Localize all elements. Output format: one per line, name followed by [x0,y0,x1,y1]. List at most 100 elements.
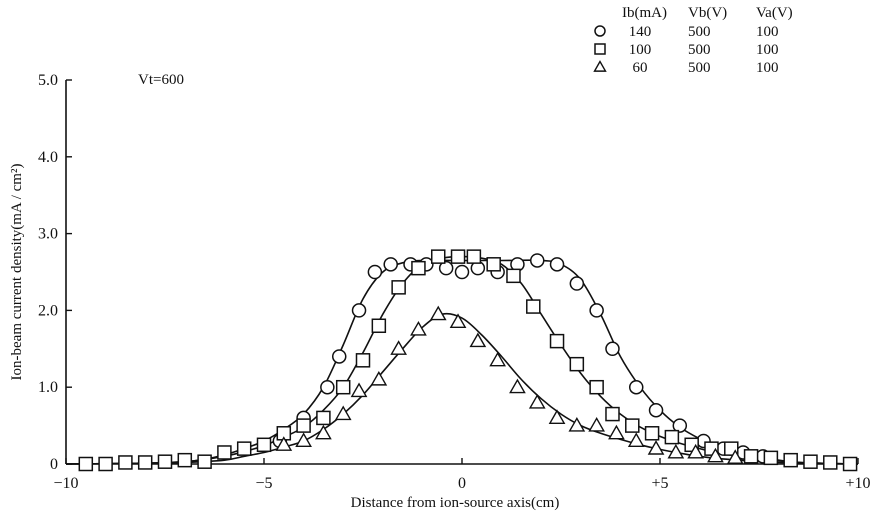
triangle-series-curve [65,312,859,465]
square-data-point [236,441,252,456]
triangle-data-point [295,432,312,448]
circle-data-point [605,341,620,357]
circle-data-point [648,402,664,418]
x-tick-label: 0 [458,475,466,492]
circle-data-point [320,379,335,395]
triangle-data-point [334,405,352,421]
triangle-data-point [608,424,625,440]
y-tick-label: 2.0 [38,302,58,319]
square-data-point [743,449,759,464]
circle-data-point [383,257,398,272]
circle-data-point [331,349,347,364]
triangle-data-point [509,378,526,394]
square-data-point [98,456,113,472]
fit-curves [65,255,859,465]
square-data-point [823,455,838,470]
legend-square-icon [594,43,606,55]
legend-header-ib: Ib(mA) [622,5,667,21]
square-data-point [78,456,94,472]
triangle-data-point [528,393,546,409]
triangle-data-point [350,382,368,398]
square-data-point [157,454,173,469]
triangle-data-point [410,321,427,336]
circle-data-point [589,303,604,318]
circle-data-point [367,264,383,280]
square-data-point [177,452,193,468]
legend-header-vb: Vb(V) [688,5,727,21]
triangle-data-point [449,313,467,328]
triangle-data-point [489,351,506,367]
triangle-data-point [429,305,447,321]
triangle-data-point [627,432,645,448]
square-data-point [644,426,660,441]
x-tick-label: −5 [255,475,272,492]
square-series-curve [65,255,859,465]
circle-data-point [529,253,545,268]
square-data-point [391,280,406,295]
square-data-point [371,318,387,334]
legend-circle-icon [594,25,606,37]
triangle-data-point [370,370,388,386]
square-data-point [803,454,818,469]
circle-data-point [454,264,470,280]
square-data-point [569,356,585,372]
triangle-data-point [667,443,685,459]
triangle-data-point [726,449,744,464]
legend-va-value: 100 [756,42,779,58]
square-data-point [316,410,331,426]
x-axis-label: Distance from ion-source axis(cm) [351,495,560,511]
legend-va-value: 100 [756,60,779,76]
square-data-point [137,455,153,470]
square-data-point [605,406,620,422]
vt-annotation: Vt=600 [138,72,184,88]
square-data-point [589,379,604,395]
square-data-point [783,452,798,468]
square-data-point [430,249,446,264]
legend-header-va: Va(V) [756,5,793,21]
square-data-point [296,418,311,433]
triangle-data-point [687,443,704,459]
circle-data-point [672,418,688,433]
y-axis-label: Ion-beam current density(mA / cm²) [9,164,25,381]
y-tick-label: 5.0 [38,72,58,89]
triangle-data-point [469,332,487,348]
circle-series-curve [65,259,859,465]
circle-data-point [438,260,454,276]
legend-vb-value: 500 [688,42,711,58]
square-data-point [217,445,232,460]
x-tick-label: +10 [845,475,870,492]
x-tick-label: −10 [53,475,78,492]
square-data-point [486,257,501,272]
triangle-data-point [647,440,665,455]
legend-vb-value: 500 [688,60,711,76]
triangle-data-point [707,447,724,463]
square-data-point [549,333,565,349]
y-tick-label: 4.0 [38,149,58,166]
circle-data-point [569,276,585,291]
legend-vb-value: 500 [688,24,711,40]
legend-triangle-icon [593,60,607,72]
triangle-data-point [390,340,407,355]
square-data-point [355,353,371,368]
square-data-point [466,249,482,264]
circle-data-point [628,379,644,395]
legend: Ib(mA) Vb(V) Va(V) 140 500 100 100 500 100 60 5… [593,5,793,76]
triangle-data-point [315,424,332,440]
square-data-point [506,268,521,284]
legend-ib-value: 60 [633,60,648,76]
circle-data-point [351,303,367,318]
square-data-point [118,455,133,470]
legend-ib-value: 100 [629,42,652,58]
circle-data-point [549,257,565,272]
y-tick-label: 3.0 [38,226,58,243]
square-data-point [450,249,466,264]
square-data-point [842,456,858,472]
square-data-point [625,418,640,433]
legend-va-value: 100 [756,24,779,40]
square-data-point [526,299,541,314]
triangle-data-point [548,409,566,424]
square-data-point [763,450,779,466]
square-data-point [411,260,426,276]
triangle-data-point [568,417,586,432]
